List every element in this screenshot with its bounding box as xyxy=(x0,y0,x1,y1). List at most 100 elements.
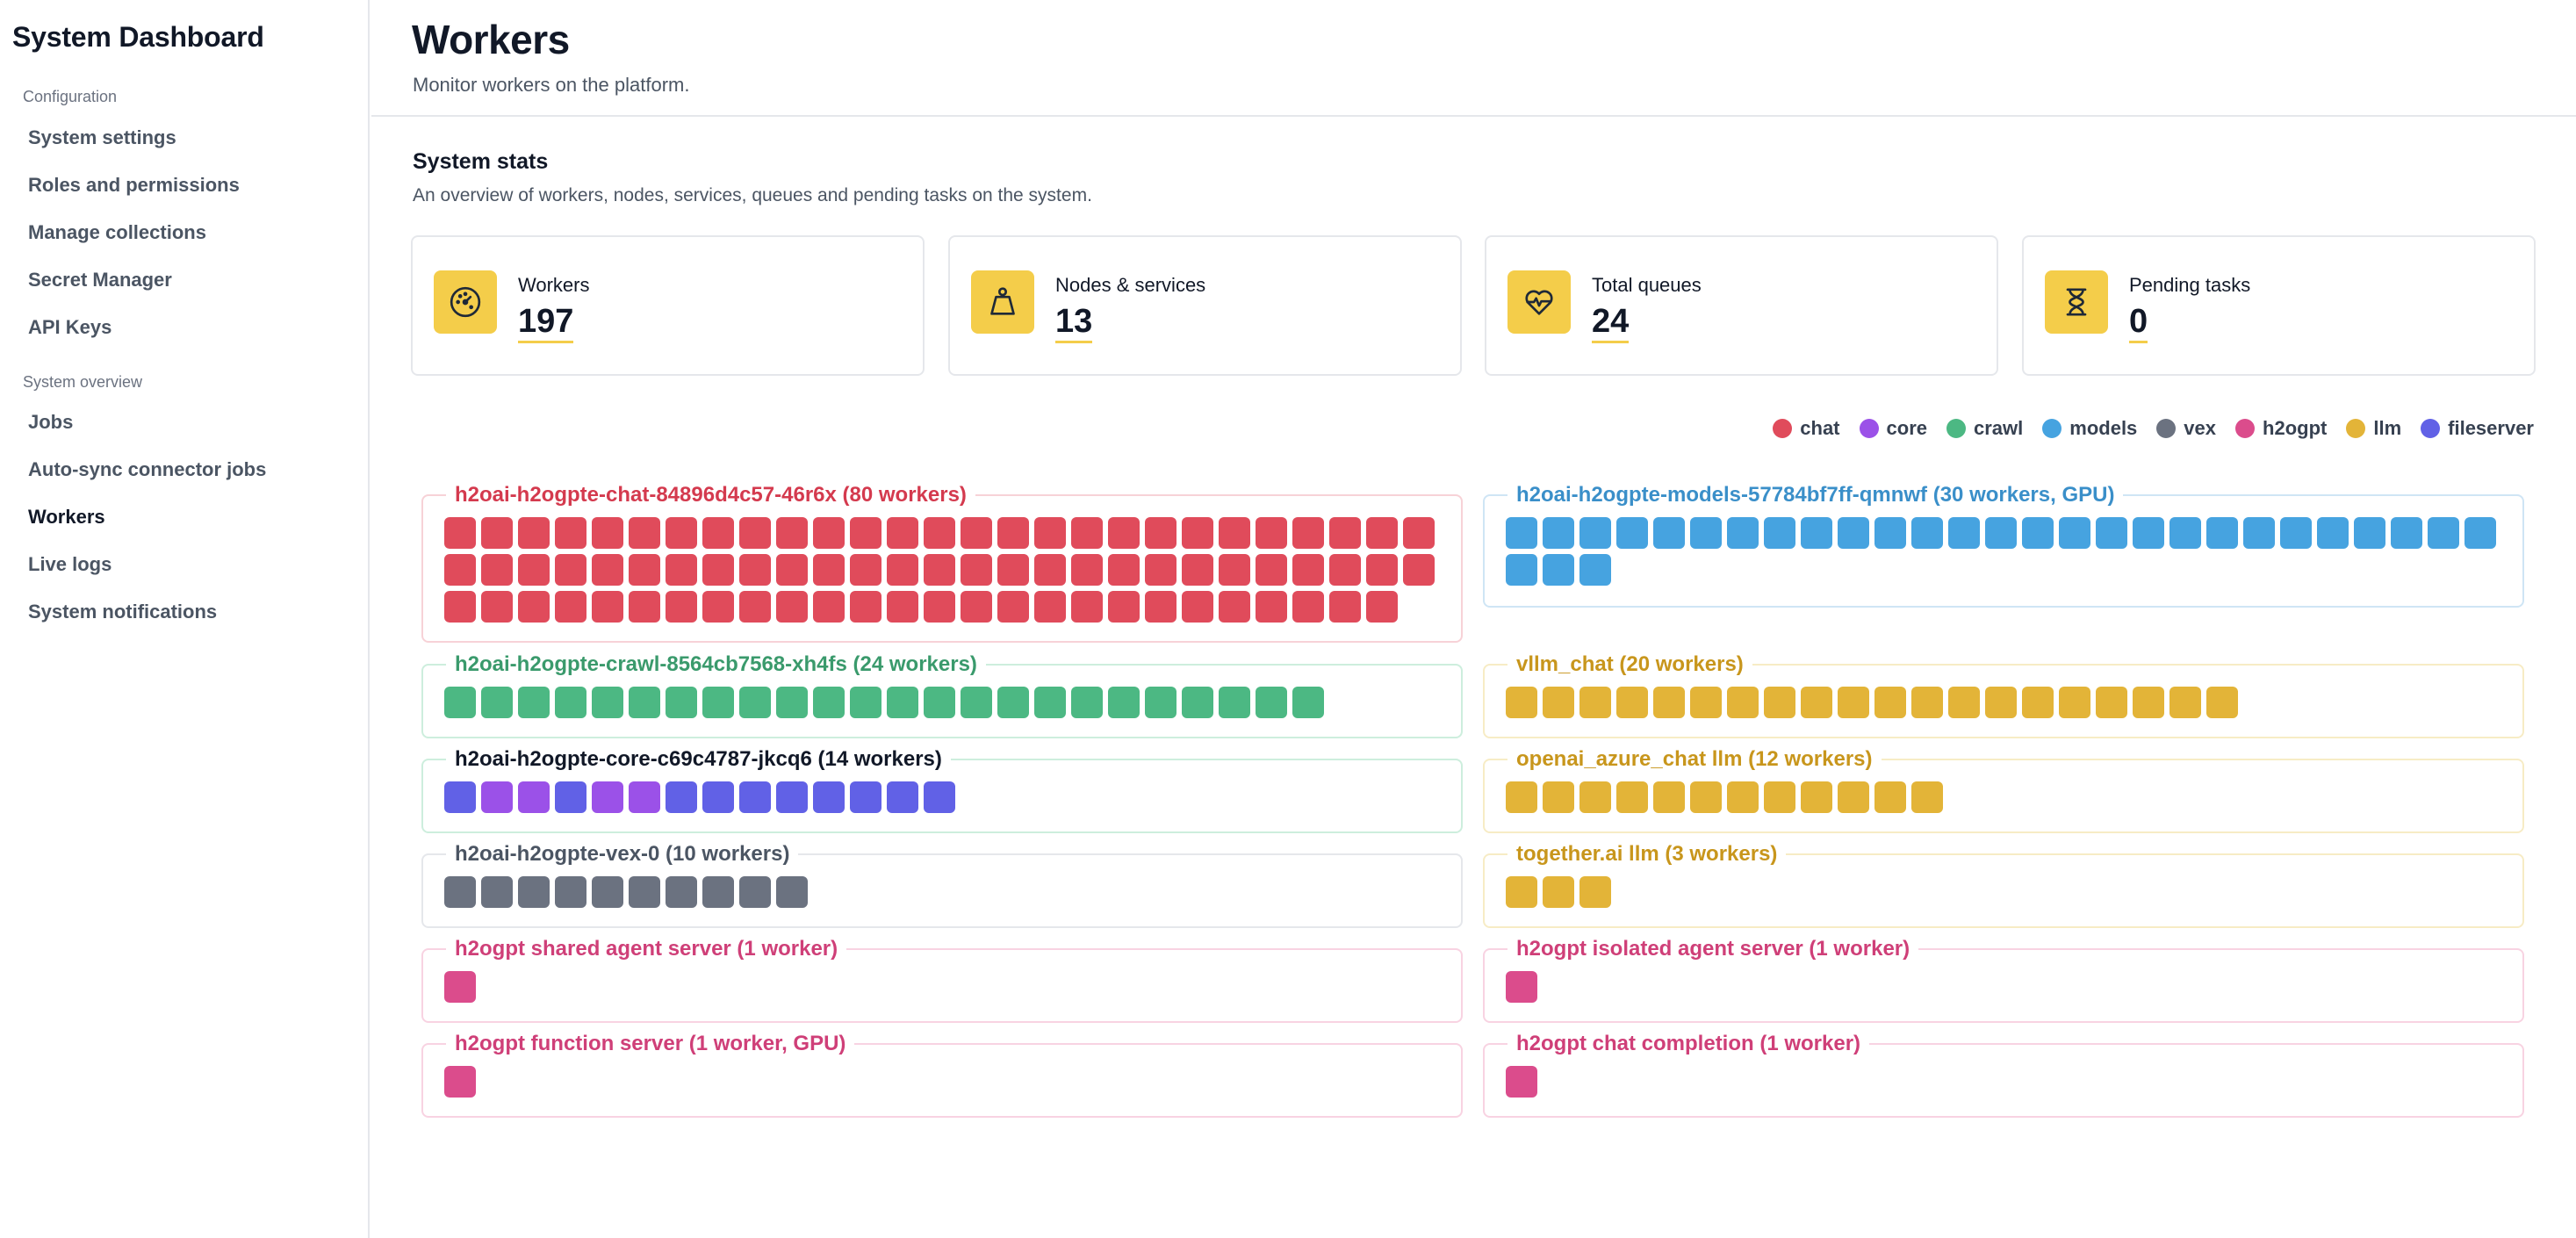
worker-cell-fileserver[interactable] xyxy=(813,781,845,813)
worker-cell-chat[interactable] xyxy=(1256,591,1287,623)
worker-cell-models[interactable] xyxy=(1579,554,1611,586)
worker-cell-models[interactable] xyxy=(1506,517,1537,549)
worker-cell-llm[interactable] xyxy=(1838,687,1869,718)
worker-cell-chat[interactable] xyxy=(924,517,955,549)
worker-cell-chat[interactable] xyxy=(997,591,1029,623)
worker-cell-chat[interactable] xyxy=(997,554,1029,586)
worker-cell-chat[interactable] xyxy=(1329,554,1361,586)
worker-cell-chat[interactable] xyxy=(444,591,476,623)
worker-cell-llm[interactable] xyxy=(1653,781,1685,813)
worker-cell-crawl[interactable] xyxy=(1219,687,1250,718)
worker-cell-chat[interactable] xyxy=(1182,591,1213,623)
worker-cell-chat[interactable] xyxy=(629,554,660,586)
worker-cell-crawl[interactable] xyxy=(629,687,660,718)
worker-cell-vex[interactable] xyxy=(592,876,623,908)
worker-cell-chat[interactable] xyxy=(1071,554,1103,586)
worker-cell-models[interactable] xyxy=(2133,517,2164,549)
worker-cell-crawl[interactable] xyxy=(444,687,476,718)
sidebar-item-manage-collections[interactable]: Manage collections xyxy=(28,221,206,243)
worker-cell-models[interactable] xyxy=(1727,517,1759,549)
worker-cell-chat[interactable] xyxy=(1219,554,1250,586)
worker-cell-crawl[interactable] xyxy=(813,687,845,718)
worker-cell-chat[interactable] xyxy=(739,517,771,549)
worker-cell-llm[interactable] xyxy=(1653,687,1685,718)
worker-cell-chat[interactable] xyxy=(850,517,881,549)
worker-cell-chat[interactable] xyxy=(1108,591,1140,623)
worker-cell-chat[interactable] xyxy=(776,554,808,586)
worker-cell-chat[interactable] xyxy=(1366,591,1398,623)
worker-cell-chat[interactable] xyxy=(555,517,586,549)
worker-cell-chat[interactable] xyxy=(1219,591,1250,623)
worker-cell-models[interactable] xyxy=(2428,517,2459,549)
worker-cell-chat[interactable] xyxy=(1108,554,1140,586)
worker-cell-chat[interactable] xyxy=(961,554,992,586)
worker-cell-chat[interactable] xyxy=(444,517,476,549)
worker-cell-llm[interactable] xyxy=(2133,687,2164,718)
worker-cell-llm[interactable] xyxy=(1543,687,1574,718)
worker-cell-vex[interactable] xyxy=(776,876,808,908)
worker-cell-models[interactable] xyxy=(1543,517,1574,549)
worker-cell-fileserver[interactable] xyxy=(776,781,808,813)
worker-cell-models[interactable] xyxy=(2206,517,2238,549)
worker-cell-core[interactable] xyxy=(592,781,623,813)
worker-cell-chat[interactable] xyxy=(924,591,955,623)
worker-cell-vex[interactable] xyxy=(629,876,660,908)
worker-cell-chat[interactable] xyxy=(1108,517,1140,549)
worker-cell-models[interactable] xyxy=(1506,554,1537,586)
worker-cell-models[interactable] xyxy=(2354,517,2385,549)
worker-cell-crawl[interactable] xyxy=(924,687,955,718)
worker-cell-core[interactable] xyxy=(518,781,550,813)
worker-cell-vex[interactable] xyxy=(666,876,697,908)
worker-cell-chat[interactable] xyxy=(666,591,697,623)
worker-cell-crawl[interactable] xyxy=(850,687,881,718)
worker-cell-crawl[interactable] xyxy=(702,687,734,718)
worker-cell-models[interactable] xyxy=(1579,517,1611,549)
worker-cell-vex[interactable] xyxy=(481,876,513,908)
worker-cell-llm[interactable] xyxy=(1690,687,1722,718)
worker-cell-llm[interactable] xyxy=(2022,687,2054,718)
worker-cell-llm[interactable] xyxy=(1874,687,1906,718)
sidebar-item-auto-sync-connector-jobs[interactable]: Auto-sync connector jobs xyxy=(28,458,267,480)
worker-cell-models[interactable] xyxy=(1801,517,1832,549)
worker-cell-crawl[interactable] xyxy=(1256,687,1287,718)
worker-cell-fileserver[interactable] xyxy=(887,781,918,813)
worker-cell-models[interactable] xyxy=(2022,517,2054,549)
worker-cell-vex[interactable] xyxy=(555,876,586,908)
worker-cell-h2ogpt[interactable] xyxy=(1506,1066,1537,1098)
worker-cell-models[interactable] xyxy=(1838,517,1869,549)
sidebar-item-live-logs[interactable]: Live logs xyxy=(28,553,112,575)
worker-cell-llm[interactable] xyxy=(1727,781,1759,813)
worker-cell-h2ogpt[interactable] xyxy=(444,971,476,1003)
worker-cell-chat[interactable] xyxy=(592,554,623,586)
worker-cell-crawl[interactable] xyxy=(1071,687,1103,718)
worker-cell-models[interactable] xyxy=(2096,517,2127,549)
worker-cell-chat[interactable] xyxy=(887,591,918,623)
worker-cell-chat[interactable] xyxy=(776,517,808,549)
worker-cell-chat[interactable] xyxy=(629,517,660,549)
worker-cell-models[interactable] xyxy=(1985,517,2017,549)
worker-cell-chat[interactable] xyxy=(1292,554,1324,586)
worker-cell-chat[interactable] xyxy=(961,517,992,549)
worker-cell-chat[interactable] xyxy=(924,554,955,586)
worker-cell-chat[interactable] xyxy=(518,591,550,623)
worker-cell-fileserver[interactable] xyxy=(924,781,955,813)
worker-cell-crawl[interactable] xyxy=(997,687,1029,718)
worker-cell-fileserver[interactable] xyxy=(666,781,697,813)
worker-cell-chat[interactable] xyxy=(1256,554,1287,586)
worker-cell-fileserver[interactable] xyxy=(739,781,771,813)
worker-cell-llm[interactable] xyxy=(1506,687,1537,718)
worker-cell-chat[interactable] xyxy=(1182,517,1213,549)
worker-cell-chat[interactable] xyxy=(887,554,918,586)
worker-cell-llm[interactable] xyxy=(1506,876,1537,908)
worker-cell-llm[interactable] xyxy=(1948,687,1980,718)
worker-cell-h2ogpt[interactable] xyxy=(444,1066,476,1098)
worker-cell-chat[interactable] xyxy=(702,591,734,623)
worker-cell-chat[interactable] xyxy=(776,591,808,623)
worker-cell-chat[interactable] xyxy=(1071,517,1103,549)
worker-cell-h2ogpt[interactable] xyxy=(1506,971,1537,1003)
worker-cell-models[interactable] xyxy=(1690,517,1722,549)
worker-cell-llm[interactable] xyxy=(1764,687,1795,718)
worker-cell-crawl[interactable] xyxy=(1108,687,1140,718)
worker-cell-crawl[interactable] xyxy=(887,687,918,718)
worker-cell-crawl[interactable] xyxy=(518,687,550,718)
